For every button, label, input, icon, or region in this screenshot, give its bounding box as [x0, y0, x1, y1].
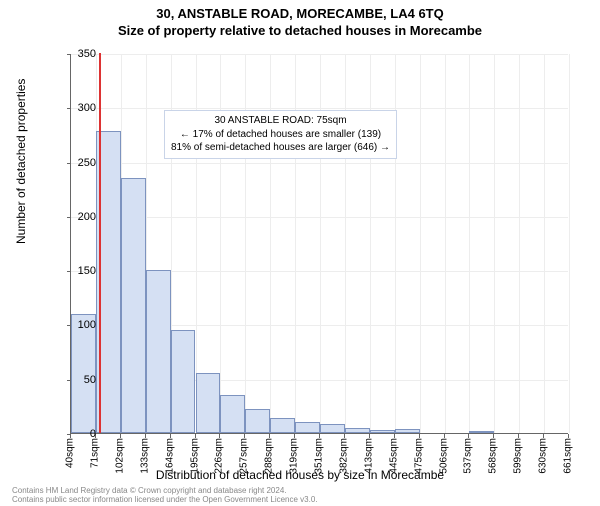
chart-title-subtitle: Size of property relative to detached ho…: [0, 23, 600, 38]
histogram-bar: [345, 428, 370, 433]
histogram-bar: [295, 422, 320, 433]
footer-line2: Contains public sector information licen…: [12, 495, 318, 504]
chart-plot-wrap: 30 ANSTABLE ROAD: 75sqm ← 17% of detache…: [70, 54, 568, 434]
grid-line: [519, 54, 520, 433]
y-axis-label: Number of detached properties: [14, 79, 28, 244]
ytick-label: 150: [56, 265, 96, 277]
chart-annotation-box: 30 ANSTABLE ROAD: 75sqm ← 17% of detache…: [164, 110, 397, 159]
chart-container: 30, ANSTABLE ROAD, MORECAMBE, LA4 6TQ Si…: [0, 6, 600, 506]
histogram-bar: [395, 429, 420, 433]
histogram-bar: [245, 409, 270, 433]
histogram-bar: [270, 418, 295, 433]
ytick-label: 250: [56, 157, 96, 169]
ytick-label: 300: [56, 102, 96, 114]
xtick-label: 40sqm: [65, 438, 76, 468]
ytick-label: 0: [56, 428, 96, 440]
ytick-label: 350: [56, 48, 96, 60]
ytick-label: 50: [56, 374, 96, 386]
ytick-label: 200: [56, 211, 96, 223]
histogram-bar: [196, 373, 221, 433]
marker-line: [99, 53, 101, 433]
chart-title-address: 30, ANSTABLE ROAD, MORECAMBE, LA4 6TQ: [0, 6, 600, 21]
ytick-label: 100: [56, 319, 96, 331]
grid-line: [544, 54, 545, 433]
chart-footer: Contains HM Land Registry data © Crown c…: [12, 486, 318, 504]
grid-line: [469, 54, 470, 433]
grid-line: [494, 54, 495, 433]
grid-line: [420, 54, 421, 433]
histogram-bar: [121, 178, 146, 433]
histogram-bar: [171, 330, 196, 433]
histogram-bar: [370, 430, 395, 433]
x-axis-label: Distribution of detached houses by size …: [0, 468, 600, 482]
annotation-line3: 81% of semi-detached houses are larger (…: [171, 141, 390, 155]
histogram-bar: [220, 395, 245, 433]
annotation-line2: ← 17% of detached houses are smaller (13…: [171, 128, 390, 142]
grid-line: [569, 54, 570, 433]
histogram-bar: [469, 431, 494, 433]
grid-line: [445, 54, 446, 433]
footer-line1: Contains HM Land Registry data © Crown c…: [12, 486, 318, 495]
histogram-bar: [320, 424, 345, 433]
annotation-line1: 30 ANSTABLE ROAD: 75sqm: [171, 114, 390, 128]
histogram-bar: [146, 270, 171, 433]
xtick-label: 71sqm: [89, 438, 100, 468]
